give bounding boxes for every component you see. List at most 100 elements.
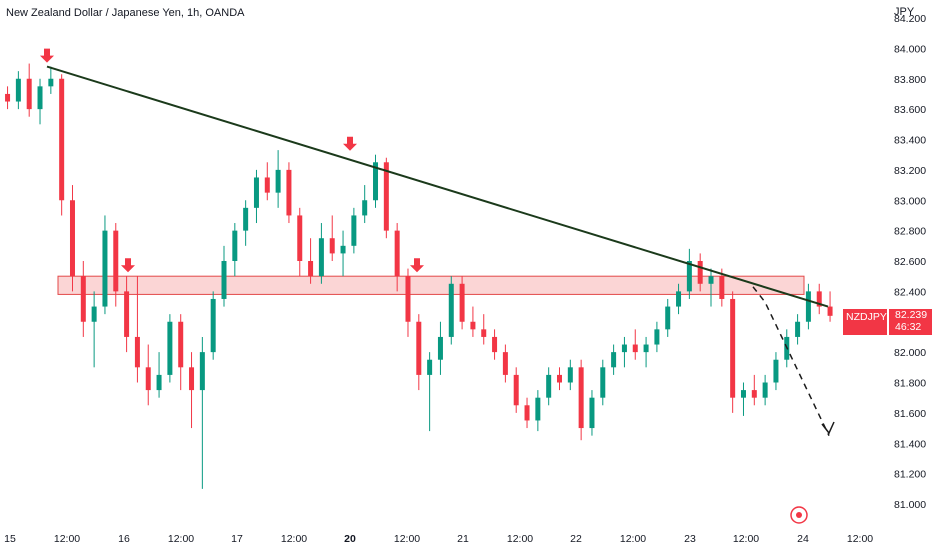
candle-body: [827, 306, 833, 316]
candle-body: [102, 230, 108, 307]
projection-arrowhead: [821, 421, 835, 435]
candle-body: [632, 344, 638, 353]
candle-body: [524, 405, 530, 421]
candle-body: [329, 238, 335, 254]
candle: [437, 321, 443, 375]
down-arrow-icon: [410, 258, 424, 273]
candle: [189, 352, 195, 429]
candle: [643, 336, 649, 368]
y-tick-label: 82.600: [894, 256, 926, 268]
candle-body: [383, 162, 389, 231]
last-price-value: 82.239: [895, 309, 928, 321]
down-arrow-icon: [40, 48, 54, 63]
target-dot: [796, 512, 802, 518]
y-tick-label: 82.800: [894, 226, 926, 238]
candle: [37, 78, 43, 125]
candle: [26, 63, 32, 117]
y-tick-label: 81.600: [894, 408, 926, 420]
candle: [5, 86, 11, 110]
candle-body: [751, 390, 757, 398]
candle-body: [340, 245, 346, 254]
candle-body: [795, 321, 801, 337]
candle: [113, 223, 119, 307]
candle-body: [318, 238, 324, 277]
candle: [210, 291, 216, 360]
candle-body: [621, 344, 627, 353]
candle-body: [643, 344, 649, 353]
candle-body: [459, 283, 465, 322]
x-tick-label: 12:00: [733, 533, 759, 545]
candle: [80, 261, 86, 337]
candle-body: [567, 367, 573, 383]
candle-body: [697, 261, 703, 284]
candle-body: [264, 177, 270, 193]
candle: [394, 223, 400, 292]
candle-body: [221, 261, 227, 299]
y-tick-label: 81.800: [894, 378, 926, 390]
candle: [134, 276, 140, 383]
candle-body: [816, 291, 822, 307]
y-axis-ticks: 84.200 84.000 83.800 83.600 83.400 83.200 83.0…: [894, 13, 926, 511]
candle: [686, 248, 692, 299]
candle: [167, 314, 173, 383]
candle-body: [37, 86, 43, 110]
candle: [275, 150, 281, 208]
candle: [373, 154, 379, 208]
target-icon[interactable]: [790, 506, 808, 524]
candle: [556, 367, 562, 391]
trendline[interactable]: [46, 65, 829, 308]
y-tick-label: 83.200: [894, 165, 926, 177]
candle: [405, 268, 411, 337]
candle-body: [232, 230, 238, 261]
candle: [816, 283, 822, 315]
candle: [676, 283, 682, 315]
candles: [5, 63, 833, 489]
candle-body: [556, 374, 562, 383]
x-tick-label: 24: [797, 533, 809, 545]
down-arrow-icon: [343, 136, 357, 151]
candle: [297, 207, 303, 277]
candle: [665, 298, 671, 337]
x-tick-label: 12:00: [394, 533, 420, 545]
x-tick-label: 23: [684, 533, 696, 545]
y-tick-label: 84.000: [894, 43, 926, 55]
candle-body: [286, 169, 292, 216]
y-tick-label: 81.200: [894, 469, 926, 481]
candle-body: [145, 367, 151, 391]
candle: [708, 268, 714, 307]
candle-body: [373, 162, 379, 201]
down-arrow-icon: [121, 258, 135, 273]
candle-body: [740, 390, 746, 398]
projection-path[interactable]: [752, 286, 830, 436]
candle-body: [805, 291, 811, 322]
y-tick-label: 83.400: [894, 135, 926, 147]
candle: [589, 390, 595, 436]
candle: [15, 71, 21, 110]
y-tick-label: 84.200: [894, 13, 926, 25]
candle: [156, 352, 162, 398]
candle-body: [513, 374, 519, 406]
candle: [286, 162, 292, 224]
candle-body: [686, 261, 692, 292]
y-tick-label: 82.000: [894, 347, 926, 359]
candle: [91, 291, 97, 368]
candle-body: [91, 306, 97, 322]
candle-body: [308, 261, 314, 277]
candle-body: [665, 306, 671, 330]
candle-body: [243, 207, 249, 231]
candle: [145, 344, 151, 406]
candle: [697, 253, 703, 292]
candle: [751, 374, 757, 406]
candle-body: [405, 276, 411, 322]
resistance-zone[interactable]: [57, 275, 805, 295]
candle: [492, 329, 498, 360]
y-tick-label: 83.600: [894, 104, 926, 116]
candle: [632, 329, 638, 360]
candle: [611, 344, 617, 375]
candle: [535, 390, 541, 432]
candle-body: [708, 276, 714, 284]
y-tick-label: 81.000: [894, 499, 926, 511]
candle-body: [719, 276, 725, 299]
candle: [427, 352, 433, 432]
